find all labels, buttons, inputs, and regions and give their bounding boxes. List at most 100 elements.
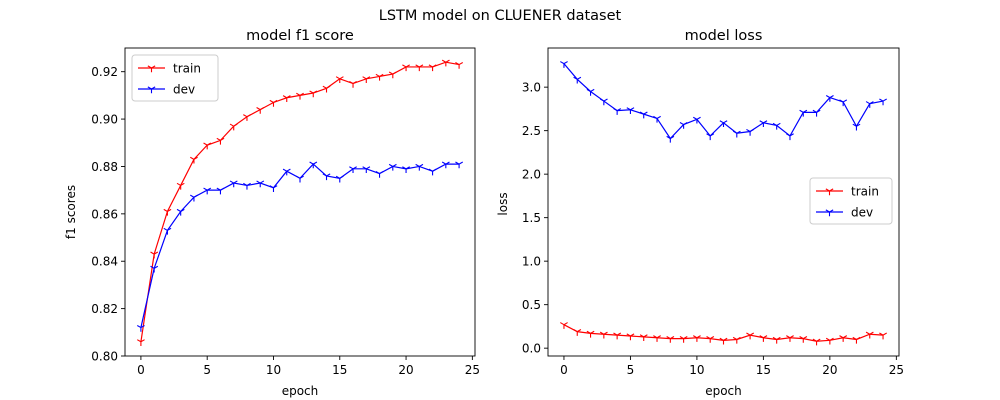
- loss-train-point: [706, 336, 715, 343]
- f1-y-tick-label: 0.86: [91, 207, 118, 221]
- f1-train-point: [309, 90, 318, 98]
- loss-train-point: [839, 335, 848, 342]
- f1-train-point: [362, 76, 371, 83]
- f1-dev-point: [309, 161, 318, 169]
- loss-x-tick-label: 25: [889, 363, 904, 377]
- f1-y-tick-label: 0.88: [91, 160, 118, 174]
- loss-train-point: [599, 331, 608, 339]
- loss-y-tick-label: 1.0: [522, 255, 541, 269]
- loss-train-point: [639, 334, 648, 342]
- loss-x-tick-label: 0: [560, 363, 568, 377]
- loss-dev-point: [706, 133, 715, 141]
- loss-dev-point: [746, 128, 755, 136]
- f1-train-point: [402, 64, 410, 72]
- loss-dev-point: [839, 99, 848, 107]
- f1-train-point: [428, 64, 437, 72]
- f1-dev-point: [269, 185, 278, 192]
- f1-legend-marker-dev: [147, 86, 156, 94]
- f1-y-tick-label: 0.80: [91, 350, 118, 364]
- f1-train-point: [388, 71, 397, 79]
- f1-train-point: [455, 62, 464, 69]
- loss-dev-point: [666, 135, 675, 143]
- loss-dev-point: [613, 108, 622, 115]
- loss-train-point: [613, 332, 622, 340]
- loss-dev-point: [772, 122, 781, 130]
- loss-dev-point: [732, 130, 741, 138]
- loss-legend-marker-dev: [825, 209, 834, 217]
- f1-legend-label-dev: dev: [173, 83, 195, 97]
- f1-train-point: [335, 76, 344, 83]
- loss-train-point: [786, 335, 794, 342]
- f1-legend-label-train: train: [173, 62, 201, 76]
- f1-train-point: [349, 80, 357, 88]
- loss-legend: train dev: [809, 177, 893, 225]
- loss-train-point: [865, 331, 874, 339]
- f1-dev-line: [140, 163, 460, 328]
- f1-x-tick-label: 0: [137, 363, 145, 377]
- f1-legend-entry-dev: dev: [138, 83, 195, 97]
- loss-y-axis-label: loss: [496, 192, 510, 215]
- f1-x-tick-label: 15: [332, 363, 347, 377]
- f1-train-point: [136, 339, 145, 346]
- loss-dev-point: [586, 88, 595, 96]
- f1-train-point: [229, 123, 238, 131]
- f1-dev-point: [375, 170, 384, 178]
- f1-dev-point: [388, 163, 397, 171]
- f1-dev-point: [362, 166, 371, 174]
- f1-dev-point: [229, 180, 238, 188]
- loss-dev-point: [719, 120, 728, 128]
- loss-train-line: [563, 324, 884, 342]
- f1-train-line: [140, 61, 460, 342]
- loss-train-point: [799, 336, 808, 343]
- loss-y-tick-label: 2.0: [522, 168, 541, 182]
- loss-dev-point: [799, 109, 808, 117]
- f1-dev-point: [150, 265, 159, 273]
- loss-dev-point: [599, 98, 608, 106]
- loss-legend-entry-dev: dev: [816, 206, 873, 220]
- f1-train-point: [150, 251, 159, 259]
- f1-dev-point: [415, 163, 424, 171]
- loss-train-point: [772, 336, 781, 344]
- f1-legend-entry-train: train: [138, 62, 201, 76]
- f1-axes-frame: [124, 47, 476, 357]
- loss-panel: model loss epoch loss 0 5 10 15 20 25 0.0 0.5 1.…: [496, 28, 904, 398]
- loss-train-point: [719, 337, 728, 345]
- loss-y-tick-label: 0.5: [522, 298, 541, 312]
- f1-train-point: [256, 107, 265, 114]
- loss-dev-point: [679, 121, 688, 129]
- loss-dev-point: [692, 116, 701, 124]
- loss-train-point: [666, 336, 675, 343]
- f1-y-axis-label: f1 scores: [64, 185, 78, 239]
- loss-y-tick-label: 2.5: [522, 124, 541, 138]
- loss-legend-marker-train: [825, 188, 834, 196]
- loss-train-point: [653, 335, 661, 342]
- loss-y-tick-label: 0.0: [522, 342, 541, 356]
- loss-dev-point: [560, 61, 568, 68]
- f1-panel-title: model f1 score: [246, 28, 354, 44]
- loss-dev-point: [825, 95, 834, 102]
- loss-dev-point: [759, 120, 768, 128]
- f1-dev-point: [428, 168, 437, 176]
- loss-dev-point: [852, 123, 861, 131]
- loss-dev-point: [626, 107, 635, 114]
- loss-train-point: [879, 332, 887, 340]
- f1-y-tick-label: 0.84: [91, 255, 118, 269]
- f1-dev-point: [402, 166, 410, 174]
- f1-legend: train dev: [131, 54, 219, 102]
- f1-dev-point: [441, 161, 450, 169]
- f1-train-point: [163, 208, 172, 216]
- f1-train-point: [243, 114, 251, 121]
- f1-y-tick-label: 0.92: [91, 65, 118, 79]
- loss-train-point: [586, 330, 595, 338]
- loss-train-point: [679, 336, 688, 343]
- f1-dev-point: [256, 180, 265, 188]
- f1-dev-point: [176, 208, 185, 216]
- loss-train-point: [626, 333, 635, 341]
- f1-dev-point: [163, 227, 172, 235]
- loss-legend-label-train: train: [851, 185, 879, 199]
- loss-train-point: [692, 335, 701, 342]
- f1-dev-point: [322, 173, 331, 181]
- f1-train-point: [269, 99, 278, 107]
- f1-score-panel: model f1 score epoch f1 scores 0 5 10 15 20 2…: [64, 28, 480, 398]
